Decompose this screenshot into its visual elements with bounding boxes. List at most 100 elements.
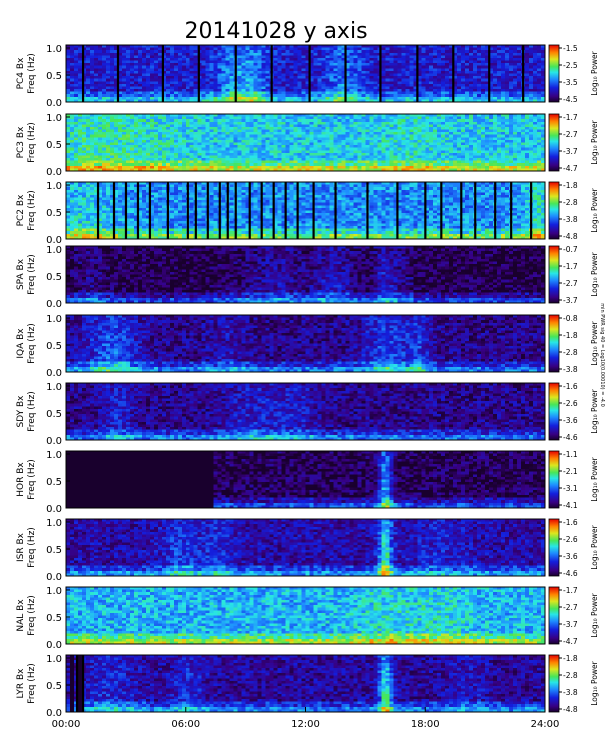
colorbar-tick-label: -1.7 xyxy=(563,586,578,595)
time-axis: 00:00 06:00 12:00 18:00 24:00 xyxy=(52,707,560,730)
data-gap-line xyxy=(96,182,100,239)
data-gap-line xyxy=(148,182,152,239)
panel-frame xyxy=(65,314,546,373)
colorbar-label: Log₁₀ Power xyxy=(590,320,599,365)
colorbar-tick-label: -4.1 xyxy=(563,501,578,510)
x-tick-label: 24:00 xyxy=(531,719,560,730)
freq-axis-label: Freq (Hz) xyxy=(27,595,37,636)
freq-axis-label: Freq (Hz) xyxy=(27,527,37,568)
data-gap-line xyxy=(81,45,85,102)
spectrogram-image xyxy=(66,114,545,171)
colorbar-tick-label: -2.7 xyxy=(563,279,578,288)
x-tick-label: 18:00 xyxy=(411,719,440,730)
panel-4: 0.0 0.5 1.0 SPA Bx Freq (Hz) -0.7 -1.7 -2.7 -3.7… xyxy=(16,245,599,310)
data-gap-line xyxy=(308,45,311,102)
colorbar-tick-label: -4.7 xyxy=(563,637,578,646)
colorbar-label: Log₁₀ Power xyxy=(590,660,599,705)
y-tick-label: 0.5 xyxy=(46,409,62,420)
y-tick-label: 1.0 xyxy=(46,181,62,192)
station-label: SDY Bx xyxy=(16,395,26,428)
colorbar xyxy=(548,245,560,304)
panel-frame xyxy=(65,113,546,172)
y-tick-label: 0.5 xyxy=(46,208,62,219)
station-label: IQA Bx xyxy=(16,328,26,359)
data-gap-line xyxy=(488,45,491,102)
y-tick-label: 1.0 xyxy=(46,450,62,461)
colorbar xyxy=(548,314,560,373)
y-tick-label: 0.5 xyxy=(46,272,62,283)
data-gap-line xyxy=(379,45,382,102)
station-label: NAL Bx xyxy=(16,599,26,632)
y-tick-label: 0.5 xyxy=(46,681,62,692)
panel-5: 0.0 0.5 1.0 IQA Bx Freq (Hz) -0.8 -1.8 -2.8 -3.8… xyxy=(16,314,599,379)
panel-2: 0.0 0.5 1.0 PC3 Bx Freq (Hz) -1.7 -2.7 -3.7 -4.7… xyxy=(16,113,599,178)
data-gap-line xyxy=(440,182,443,239)
colorbar-tick-label: -4.6 xyxy=(563,433,578,442)
y-tick-label: 1.0 xyxy=(46,44,62,55)
colorbar-label: Log₁₀ Power xyxy=(590,456,599,501)
data-gap-line xyxy=(234,182,237,239)
colorbar-tick-label: -0.8 xyxy=(563,314,578,323)
data-gap-line xyxy=(248,182,251,239)
freq-axis-label: Freq (Hz) xyxy=(27,391,37,432)
data-gap-line xyxy=(194,182,197,239)
y-tick-label: 1.0 xyxy=(46,654,62,665)
colorbar-tick-label: -2.7 xyxy=(563,603,578,612)
colorbar-label: Log₁₀ Power xyxy=(590,251,599,296)
spectrogram-image xyxy=(66,655,545,712)
colorbar xyxy=(548,44,560,103)
data-gap-line xyxy=(522,45,525,102)
spectrogram-image xyxy=(66,45,545,102)
colorbar-side-note: min PWR sig 40 = Log10(0.00010) = -4.0 xyxy=(599,303,605,407)
data-gap-line xyxy=(234,45,237,102)
colorbar-tick-label: -3.7 xyxy=(563,296,578,305)
data-gap-line xyxy=(494,182,497,239)
data-gap-line xyxy=(460,182,463,239)
colorbar-tick-label: -1.8 xyxy=(563,181,578,190)
colorbar-tick-label: -2.1 xyxy=(563,467,578,476)
colorbar-tick-label: -3.8 xyxy=(563,365,578,374)
y-tick-label: 1.0 xyxy=(46,314,62,325)
data-gap-line xyxy=(424,182,427,239)
y-tick-label: 1.0 xyxy=(46,113,62,124)
y-tick-label: 0.0 xyxy=(46,235,62,246)
data-gap-line xyxy=(136,182,140,239)
data-gap-line xyxy=(334,182,337,239)
y-tick-label: 0.0 xyxy=(46,572,62,583)
spectrogram-image xyxy=(66,246,545,303)
colorbar-tick-label: -2.5 xyxy=(563,61,578,70)
y-tick-label: 0.5 xyxy=(46,71,62,82)
colorbar-label: Log₁₀ Power xyxy=(590,388,599,433)
data-gap-line xyxy=(284,182,287,239)
colorbar-tick-label: -1.8 xyxy=(563,654,578,663)
freq-axis-label: Freq (Hz) xyxy=(27,254,37,295)
colorbar-tick-label: -3.7 xyxy=(563,620,578,629)
colorbar-label: Log₁₀ Power xyxy=(590,119,599,164)
colorbar-label: Log₁₀ Power xyxy=(590,592,599,637)
data-gap-line xyxy=(452,45,455,102)
colorbar-tick-label: -1.7 xyxy=(563,113,578,122)
data-gap-line xyxy=(116,45,120,102)
spectrogram-image xyxy=(66,182,545,239)
y-tick-label: 1.0 xyxy=(46,245,62,256)
spectrogram-image xyxy=(66,383,545,440)
data-gap-line xyxy=(206,182,209,239)
panel-8: 0.0 0.5 1.0 ISR Bx Freq (Hz) -1.6 -2.6 -3.6 -4.6… xyxy=(16,518,599,583)
panel-frame xyxy=(65,518,546,577)
y-tick-label: 0.0 xyxy=(46,368,62,379)
y-tick-label: 0.5 xyxy=(46,140,62,151)
data-gap-line xyxy=(396,182,399,239)
colorbar-tick-label: -2.8 xyxy=(563,671,578,680)
colorbar xyxy=(548,382,560,441)
colorbar-tick-label: -3.6 xyxy=(563,416,578,425)
station-label: PC3 Bx xyxy=(16,126,26,158)
station-label: PC2 Bx xyxy=(16,194,26,226)
panel-frame xyxy=(65,382,546,441)
colorbar-tick-label: -1.6 xyxy=(563,382,578,391)
colorbar-tick-label: -3.5 xyxy=(563,78,578,87)
station-label: SPA Bx xyxy=(16,258,26,290)
colorbar-tick-label: -1.1 xyxy=(563,450,578,459)
colorbar xyxy=(548,518,560,577)
y-tick-label: 0.0 xyxy=(46,504,62,515)
